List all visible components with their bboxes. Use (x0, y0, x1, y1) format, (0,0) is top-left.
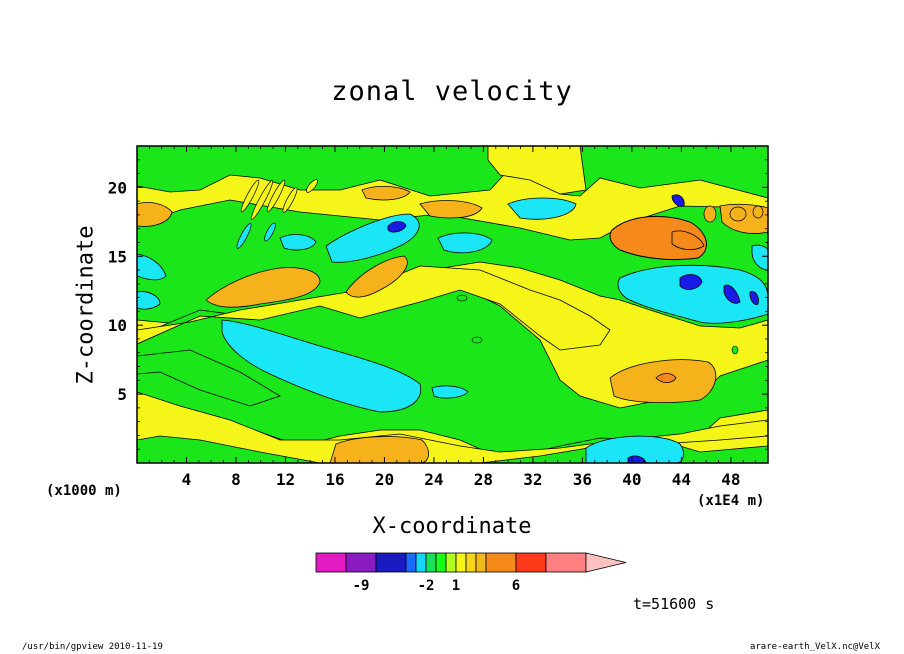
contour-blue-2 (679, 274, 703, 290)
contour-orange-right-high-inner (671, 230, 705, 250)
colorbar-label: 6 (512, 578, 520, 594)
colorbar-segment (435, 552, 447, 573)
colorbar-segment (445, 552, 457, 573)
colorbar-segment (345, 552, 377, 573)
contour-green-left-lower (137, 349, 281, 407)
x-axis-unit: (x1000 m) (46, 483, 122, 499)
x-tick-label: 24 (424, 470, 443, 489)
y-tick-label: 5 (117, 385, 127, 404)
x-tick-label: 48 (721, 470, 740, 489)
colorbar-segment (415, 552, 427, 573)
y-tick-label: 10 (108, 316, 127, 335)
contour-blue-3 (723, 284, 741, 304)
colorbar-label: 1 (452, 578, 460, 594)
contour-yellow-upper-right (487, 146, 587, 195)
contour-cyan-left-2 (137, 291, 161, 310)
colorbar-segment (315, 552, 347, 573)
colorbar-extend-arrow (585, 552, 627, 573)
plot-frame (136, 145, 769, 464)
contour-field (137, 146, 768, 463)
footer-left: /usr/bin/gpview 2010-11-19 (22, 642, 163, 652)
x-tick-label: 12 (276, 470, 295, 489)
x-tick-label: 32 (523, 470, 542, 489)
y-tick-label: 20 (108, 178, 127, 197)
colorbar-segment (515, 552, 547, 573)
chart-title: zonal velocity (331, 76, 573, 107)
footer-right: arare-earth_VelX.nc@VelX (749, 642, 880, 652)
colorbar-segment (375, 552, 407, 573)
colorbar: -9 -2 1 6 (315, 552, 627, 594)
colorbar-segment (545, 552, 587, 573)
contour-blue-5 (671, 194, 685, 207)
x-tick-label: 40 (622, 470, 641, 489)
contour-cyan-left-1 (137, 253, 167, 281)
time-label: t=51600 s (633, 595, 715, 613)
colorbar-segment (405, 552, 417, 573)
x-tick-label: 20 (375, 470, 394, 489)
contour-cyan-right-top (751, 244, 768, 271)
contour-orange-top-2 (419, 200, 483, 219)
contour-cyan-upper-3 (437, 232, 493, 254)
contour-streaks-cyan (236, 222, 276, 249)
colorbar-segment (475, 552, 487, 573)
contour-blue-4 (749, 291, 759, 305)
contour-green-top (137, 146, 768, 199)
contour-orange-left-top (137, 202, 173, 227)
contour-orange-mid-left (205, 267, 321, 308)
colorbar-segment (455, 552, 467, 573)
colorbar-segment (465, 552, 477, 573)
contour-small-dots (456, 294, 739, 355)
x-tick-label: 8 (231, 470, 241, 489)
contour-blue-6 (627, 455, 647, 463)
contour-orange-center (345, 255, 408, 298)
contour-yellow-mid (137, 265, 611, 351)
x-tick-label: 44 (672, 470, 691, 489)
x-tick-label: 36 (573, 470, 592, 489)
contour-cyan-diagonal (221, 319, 422, 413)
colorbar-label: -9 (353, 578, 370, 594)
contour-orange-lower-right-inner (655, 373, 677, 383)
contour-blue-1 (387, 221, 407, 233)
y-tick-label: 15 (108, 247, 127, 266)
y-axis-label: Z-coordinate (73, 225, 99, 385)
contour-streaks-right (703, 205, 764, 223)
contour-streaks (240, 179, 318, 220)
colorbar-segment (425, 552, 437, 573)
colorbar-segment (485, 552, 517, 573)
contour-cyan-upper-4 (507, 197, 577, 220)
y-axis-unit: (x1E4 m) (697, 493, 765, 509)
contour-cyan-upper-2 (279, 234, 317, 251)
x-tick-label: 16 (325, 470, 344, 489)
contour-orange-top-1 (361, 186, 411, 201)
contour-cyan-center-small (431, 385, 469, 399)
colorbar-label: -2 (418, 578, 435, 594)
x-tick-label: 28 (474, 470, 493, 489)
x-axis-label: X-coordinate (372, 514, 532, 539)
contour-cyan-right-band (617, 264, 768, 324)
x-tick-label: 4 (182, 470, 192, 489)
